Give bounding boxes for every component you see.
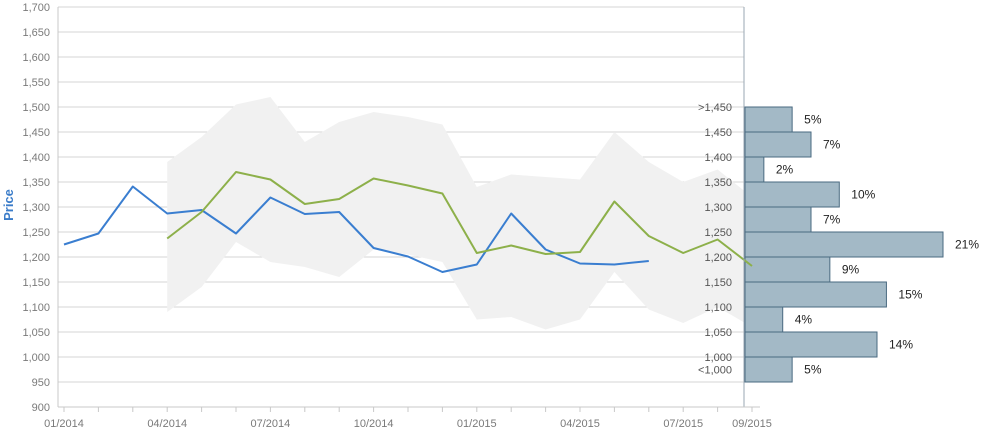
histogram-bin-label: 1,300 xyxy=(704,202,732,214)
histogram-bar xyxy=(745,232,943,257)
y-tick-label: 1,200 xyxy=(22,252,50,264)
histogram-bar xyxy=(745,357,792,382)
histogram-bar xyxy=(745,182,839,207)
y-tick-label: 1,150 xyxy=(22,277,50,289)
x-tick-label: 04/2014 xyxy=(147,418,187,430)
histogram-pct-label: 5% xyxy=(804,113,822,127)
y-tick-label: 950 xyxy=(32,377,50,389)
y-tick-label: 1,250 xyxy=(22,227,50,239)
x-tick-label: 04/2015 xyxy=(560,418,600,430)
x-tick-label: 07/2015 xyxy=(663,418,703,430)
x-tick-label: 07/2014 xyxy=(251,418,291,430)
histogram-pct-label: 10% xyxy=(851,188,875,202)
histogram-bin-label: 1,450 xyxy=(704,127,732,139)
y-tick-label: 1,600 xyxy=(22,52,50,64)
x-tick-label: 01/2015 xyxy=(457,418,497,430)
y-tick-label: 1,450 xyxy=(22,127,50,139)
histogram-bar xyxy=(745,257,830,282)
histogram-bin-label: 1,100 xyxy=(704,302,732,314)
histogram-pct-label: 4% xyxy=(795,313,813,327)
histogram-bar xyxy=(745,282,886,307)
histogram-bar xyxy=(745,307,783,332)
histogram-pct-label: 2% xyxy=(776,163,794,177)
histogram-bin-label: 1,200 xyxy=(704,252,732,264)
x-tick-label: 01/2014 xyxy=(44,418,84,430)
y-axis-label: Price xyxy=(1,189,16,221)
histogram-bin-label: 1,150 xyxy=(704,277,732,289)
histogram-bar xyxy=(745,107,792,132)
y-tick-label: 1,550 xyxy=(22,77,50,89)
y-tick-label: 1,000 xyxy=(22,352,50,364)
y-tick-label: 1,050 xyxy=(22,327,50,339)
x-tick-label: 10/2014 xyxy=(354,418,394,430)
y-tick-label: 1,400 xyxy=(22,152,50,164)
histogram-bin-label: 1,250 xyxy=(704,227,732,239)
histogram-pct-label: 5% xyxy=(804,363,822,377)
histogram-bar xyxy=(745,332,877,357)
histogram-bar xyxy=(745,157,764,182)
histogram-pct-label: 14% xyxy=(889,338,913,352)
histogram-bin-label: 1,050 xyxy=(704,327,732,339)
y-tick-label: 1,700 xyxy=(22,2,50,14)
y-tick-label: 1,650 xyxy=(22,27,50,39)
histogram-bin-label: <1,000 xyxy=(698,365,732,377)
histogram-pct-label: 15% xyxy=(898,288,922,302)
histogram-bar xyxy=(745,207,811,232)
y-tick-label: 900 xyxy=(32,402,50,414)
histogram-pct-label: 7% xyxy=(823,213,841,227)
histogram-bin-label: >1,450 xyxy=(698,102,732,114)
histogram-pct-label: 7% xyxy=(823,138,841,152)
y-tick-label: 1,300 xyxy=(22,202,50,214)
histogram-bin-label: 1,350 xyxy=(704,177,732,189)
y-tick-label: 1,350 xyxy=(22,177,50,189)
histogram-bin-label: 1,400 xyxy=(704,152,732,164)
histogram-bin-label: 1,000 xyxy=(704,352,732,364)
y-tick-label: 1,500 xyxy=(22,102,50,114)
x-tick-label: 09/2015 xyxy=(732,418,772,430)
histogram-bar xyxy=(745,132,811,157)
histogram-pct-label: 9% xyxy=(842,263,860,277)
y-tick-label: 1,100 xyxy=(22,302,50,314)
histogram-pct-label: 21% xyxy=(955,238,979,252)
